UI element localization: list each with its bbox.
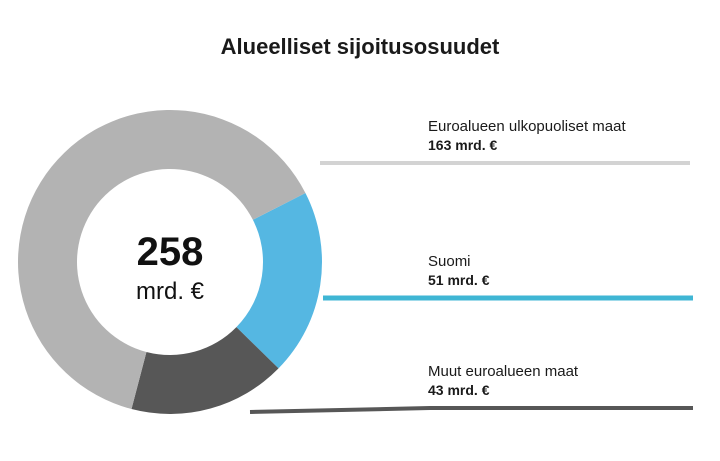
legend-value: 163 mrd. €: [428, 137, 498, 153]
legend-name: Euroalueen ulkopuoliset maat: [428, 118, 626, 135]
legend-label-2: Muut euroalueen maat 43 mrd. €: [428, 362, 578, 400]
leader-line-2: [249, 406, 693, 414]
legend-name: Muut euroalueen maat: [428, 363, 579, 380]
total-unit: mrd. €: [135, 278, 204, 305]
legend-name: Suomi: [428, 253, 471, 270]
donut-slice-2: [131, 327, 279, 414]
chart-title: Alueelliset sijoitusosuudet: [220, 34, 500, 59]
legend-value: 51 mrd. €: [428, 272, 490, 288]
donut-slice-1: [236, 192, 323, 369]
legend-value: 43 mrd. €: [428, 382, 490, 398]
legend-label-1: Suomi 51 mrd. €: [428, 252, 489, 290]
donut-slice-0: [18, 110, 306, 410]
total-value: 258: [136, 230, 204, 274]
legend-label-0: Euroalueen ulkopuoliset maat 163 mrd. €: [428, 117, 626, 155]
